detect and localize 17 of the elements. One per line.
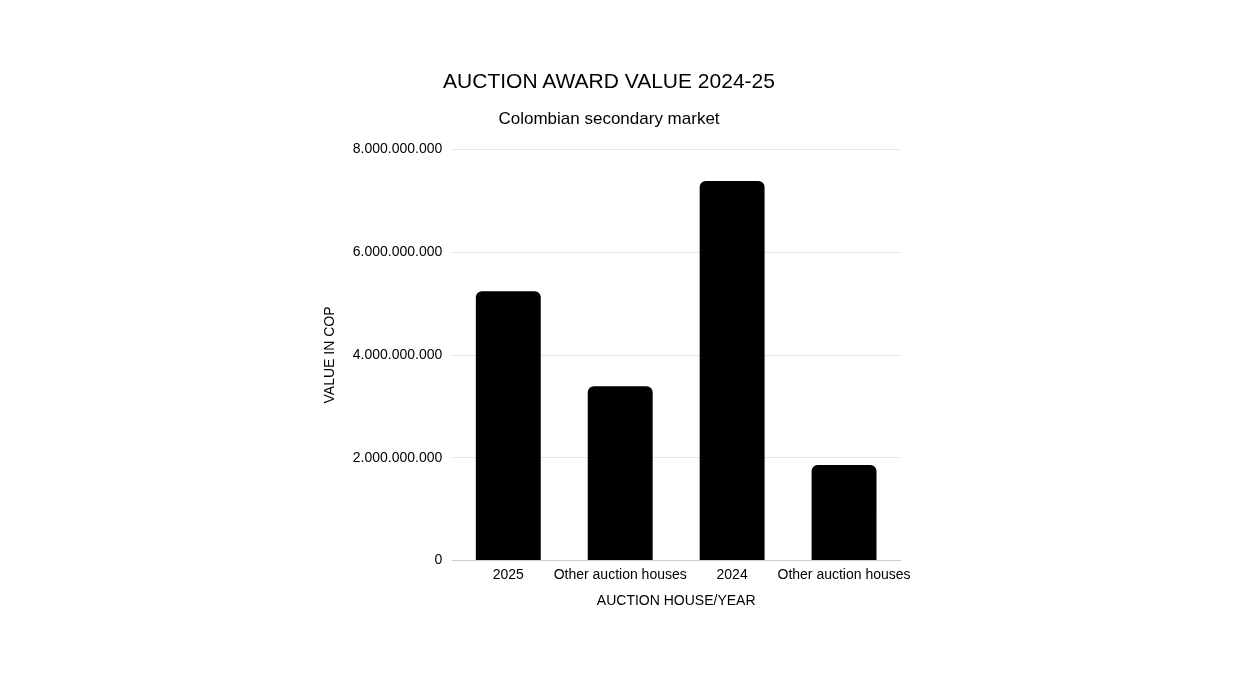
x-tick-label: Other auction houses [777,565,911,582]
bar [811,464,877,560]
x-tick-label: 2024 [716,565,748,582]
x-axis-title: AUCTION HOUSE/YEAR [596,592,756,609]
x-tick-label: Other auction houses [553,565,687,582]
bar [475,291,541,560]
x-tick-label: 2025 [492,565,525,582]
bar [587,386,653,560]
chart-subtitle: Colombian secondary market [498,109,720,129]
y-tick-label: 8.000.000.000 [352,140,443,157]
y-tick-label: 2.000.000.000 [352,448,443,465]
y-tick-label: 6.000.000.000 [352,243,443,260]
y-tick-label: 4.000.000.000 [352,345,443,362]
y-tick-label: 0 [434,551,443,568]
chart-title: AUCTION AWARD VALUE 2024-25 [443,69,775,93]
y-axis-title: VALUE IN COP [321,306,338,404]
bar [699,180,765,560]
